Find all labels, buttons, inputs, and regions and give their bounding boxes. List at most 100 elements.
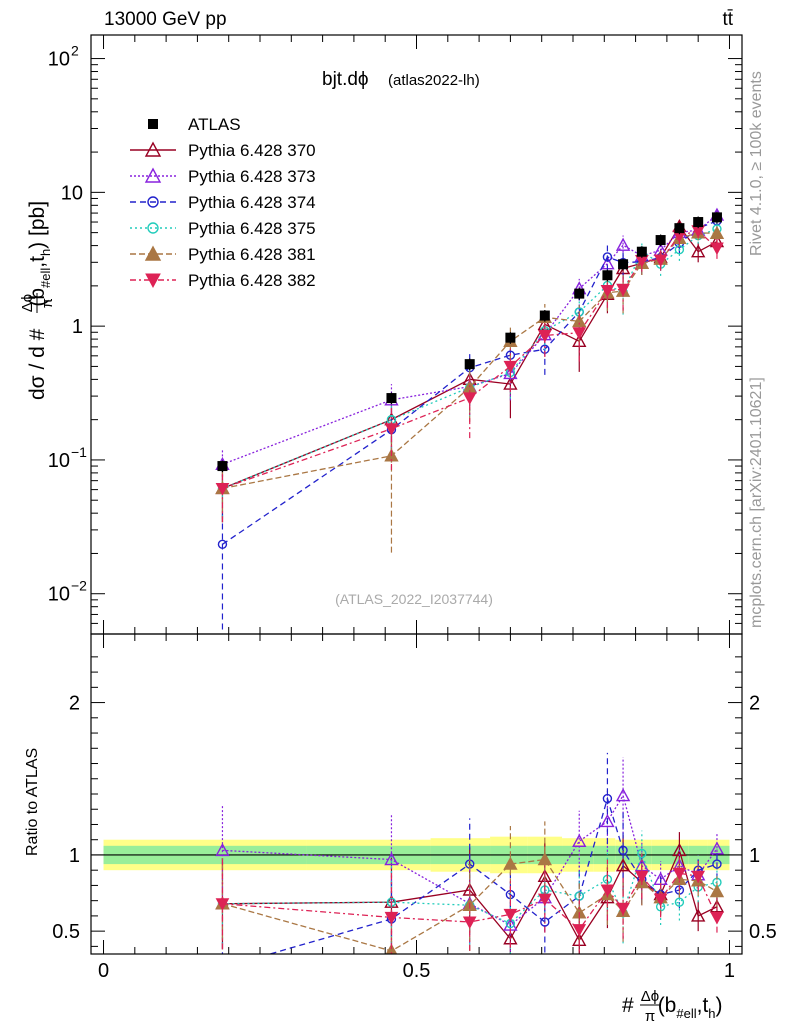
- ratio-point: [712, 859, 722, 869]
- legend: ATLAS Pythia 6.428 370 Pythia 6.428 373 Pyt…: [130, 115, 316, 290]
- legend-item-series-1: Pythia 6.428 373: [130, 167, 316, 186]
- legend-item-series-2: Pythia 6.428 374: [130, 193, 316, 212]
- data-point: [464, 359, 475, 370]
- main-point: [709, 225, 725, 240]
- ratio-plot-series: [215, 752, 725, 972]
- main-point: [503, 360, 518, 374]
- ratio-point: [615, 858, 631, 872]
- ratio-point: [215, 842, 230, 857]
- data-point: [539, 310, 550, 321]
- data-point: [386, 393, 397, 404]
- ratio-point: [572, 924, 587, 937]
- main-point: [691, 244, 706, 258]
- legend-marker: [144, 167, 162, 183]
- main-point: [616, 283, 630, 297]
- main-point: [537, 329, 552, 343]
- ratio-point: [637, 848, 647, 859]
- x-tick-label: 1: [724, 960, 735, 982]
- y-tick-exponent: −2: [71, 578, 87, 594]
- ratio-point: [572, 833, 587, 847]
- xlabel-sub1: #ell: [676, 1006, 696, 1021]
- y-tick-label: 1: [72, 316, 83, 338]
- xlabel-prefix: #: [622, 994, 634, 1017]
- process-label: tt̄: [722, 9, 733, 30]
- legend-label: Pythia 6.428 382: [188, 271, 316, 290]
- ratio-point: [384, 911, 399, 925]
- ratio-point: [503, 856, 518, 870]
- y-tick-exponent: 2: [71, 43, 79, 59]
- legend-item-series-5: Pythia 6.428 382: [130, 271, 316, 290]
- x-axis-label: # (b#ell,th) Δϕ π: [622, 988, 723, 1024]
- svg-text:dσ / d #(b#ell,th) [pb]: dσ / d #(b#ell,th) [pb]: [26, 201, 53, 400]
- y-tick-label: 10: [48, 584, 70, 606]
- ylabel-end: ) [pb]: [26, 201, 49, 249]
- y-tick-exponent: −1: [71, 444, 87, 460]
- ratio-y-tick-label: 1: [69, 845, 80, 867]
- main-point: [462, 392, 477, 405]
- legend-marker: [145, 273, 161, 289]
- xlabel-fraction-den: π: [645, 1008, 655, 1024]
- legend-marker: [144, 141, 162, 157]
- data-point: [655, 235, 666, 246]
- main-point: [572, 327, 587, 340]
- legend-marker: [144, 245, 162, 261]
- main-data-series: [217, 211, 722, 473]
- ratio-plot-frame: [90, 633, 743, 955]
- analysis-label: (ATLAS_2022_I2037744): [335, 591, 493, 607]
- ylabel-fraction-den: π: [39, 298, 56, 308]
- main-point: [615, 237, 631, 251]
- xlabel-end: ): [716, 994, 723, 1017]
- ratio-point: [653, 893, 668, 907]
- ratio-y-label: Ratio to ATLAS: [24, 748, 41, 856]
- data-point: [693, 217, 704, 228]
- main-point: [602, 252, 613, 262]
- ylabel-sub1: #ell: [38, 268, 53, 288]
- ratio-point: [385, 943, 398, 954]
- ratio-point: [691, 870, 706, 884]
- legend-item-series-0: Pythia 6.428 370: [130, 141, 316, 160]
- plot-title-text: bjt.dϕ: [322, 69, 369, 90]
- ratio-point: [691, 908, 706, 922]
- ratio-point: [602, 793, 613, 804]
- legend-item-series-4: Pythia 6.428 381: [130, 245, 316, 264]
- x-tick-label: 0.5: [403, 960, 431, 982]
- data-point: [711, 212, 722, 223]
- xlabel-arg: (b: [658, 994, 677, 1017]
- ratio-point: [635, 870, 649, 884]
- mcplots-label: mcplots.cern.ch [arXiv:2401.10621]: [748, 377, 765, 628]
- data-point: [602, 270, 613, 281]
- legend-marker: [147, 196, 159, 208]
- main-point: [600, 284, 615, 298]
- plot-title-suffix: (atlas2022-lh): [388, 72, 480, 89]
- ratio-y-tick-label-right: 0.5: [749, 921, 777, 943]
- xlabel-mid: ,t: [697, 994, 709, 1017]
- ylabel-mid: ,t: [26, 256, 49, 268]
- xlabel-sub2: h: [708, 1006, 715, 1021]
- ylabel-fraction-num: Δϕ: [19, 294, 36, 312]
- ratio-uncertainty-bands: [91, 836, 742, 874]
- main-series-line: [222, 228, 718, 490]
- main-point: [215, 482, 230, 496]
- ratio-point: [709, 899, 725, 913]
- legend-label: Pythia 6.428 373: [188, 167, 316, 186]
- ratio-point: [709, 884, 725, 898]
- y-axis-label: dσ / d #(b#ell,th) [pb] Δϕ π: [19, 201, 56, 400]
- ratio-point: [215, 898, 230, 911]
- ratio-y-tick-label: 2: [69, 693, 80, 715]
- ratio-point: [615, 788, 631, 802]
- data-point: [674, 223, 685, 234]
- y-tick-label: 10: [61, 182, 83, 204]
- plot-title: bjt.dϕ (atlas2022-lh): [322, 69, 480, 90]
- ratio-point: [218, 964, 226, 972]
- main-point: [653, 254, 668, 267]
- ratio-point: [710, 911, 724, 925]
- ratio-point: [537, 852, 553, 866]
- ratio-point: [616, 902, 630, 916]
- data-point: [636, 246, 647, 257]
- legend-label: Pythia 6.428 375: [188, 219, 316, 238]
- ratio-point: [600, 884, 615, 898]
- legend-label: ATLAS: [188, 115, 241, 134]
- ratio-point: [462, 916, 477, 930]
